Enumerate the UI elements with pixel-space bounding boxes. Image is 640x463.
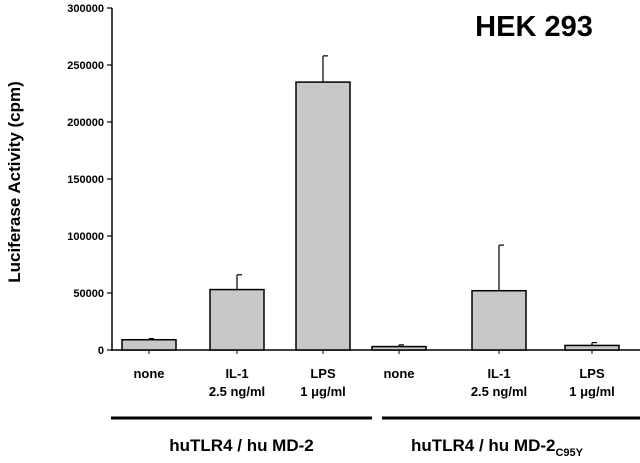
y-axis-title: Luciferase Activity (cpm) <box>5 81 24 283</box>
x-category-sublabel: 1 μg/ml <box>569 384 615 399</box>
bars <box>121 55 620 351</box>
bar <box>471 289 527 351</box>
x-category-label: none <box>383 366 414 381</box>
chart-title: HEK 293 <box>475 11 593 43</box>
bar <box>121 338 177 351</box>
x-category-labels: none IL-1 2.5 ng/ml LPS 1 μg/ml none IL-1 2.5 n… <box>133 366 614 399</box>
y-tick-label: 150000 <box>67 174 104 186</box>
axes <box>107 7 640 354</box>
bar <box>295 81 351 351</box>
y-tick-label: 100000 <box>67 231 104 243</box>
x-category-label: LPS <box>579 366 605 381</box>
y-tick-label: 300000 <box>67 3 104 15</box>
y-tick-label: 200000 <box>67 117 104 129</box>
x-category-sublabel: 1 μg/ml <box>300 384 346 399</box>
x-category-label: IL-1 <box>487 366 510 381</box>
y-tick-label: 250000 <box>67 60 104 72</box>
y-tick-label: 0 <box>98 345 104 357</box>
bar <box>371 345 427 351</box>
bar <box>564 344 620 351</box>
group-label: huTLR4 / hu MD-2 <box>169 436 313 455</box>
x-category-sublabel: 2.5 ng/ml <box>471 384 527 399</box>
x-category-label: none <box>133 366 164 381</box>
bar <box>209 288 265 351</box>
group-label-subscript: C95Y <box>555 447 583 459</box>
group-label: huTLR4 / hu MD-2C95Y <box>411 436 584 459</box>
x-category-sublabel: 2.5 ng/ml <box>209 384 265 399</box>
group-labels: huTLR4 / hu MD-2 huTLR4 / hu MD-2C95Y <box>111 416 640 459</box>
x-category-label: LPS <box>310 366 336 381</box>
x-category-label: IL-1 <box>225 366 248 381</box>
y-tick-labels: 0 50000 100000 150000 200000 250000 300000 <box>67 3 104 357</box>
y-tick-label: 50000 <box>73 288 104 300</box>
